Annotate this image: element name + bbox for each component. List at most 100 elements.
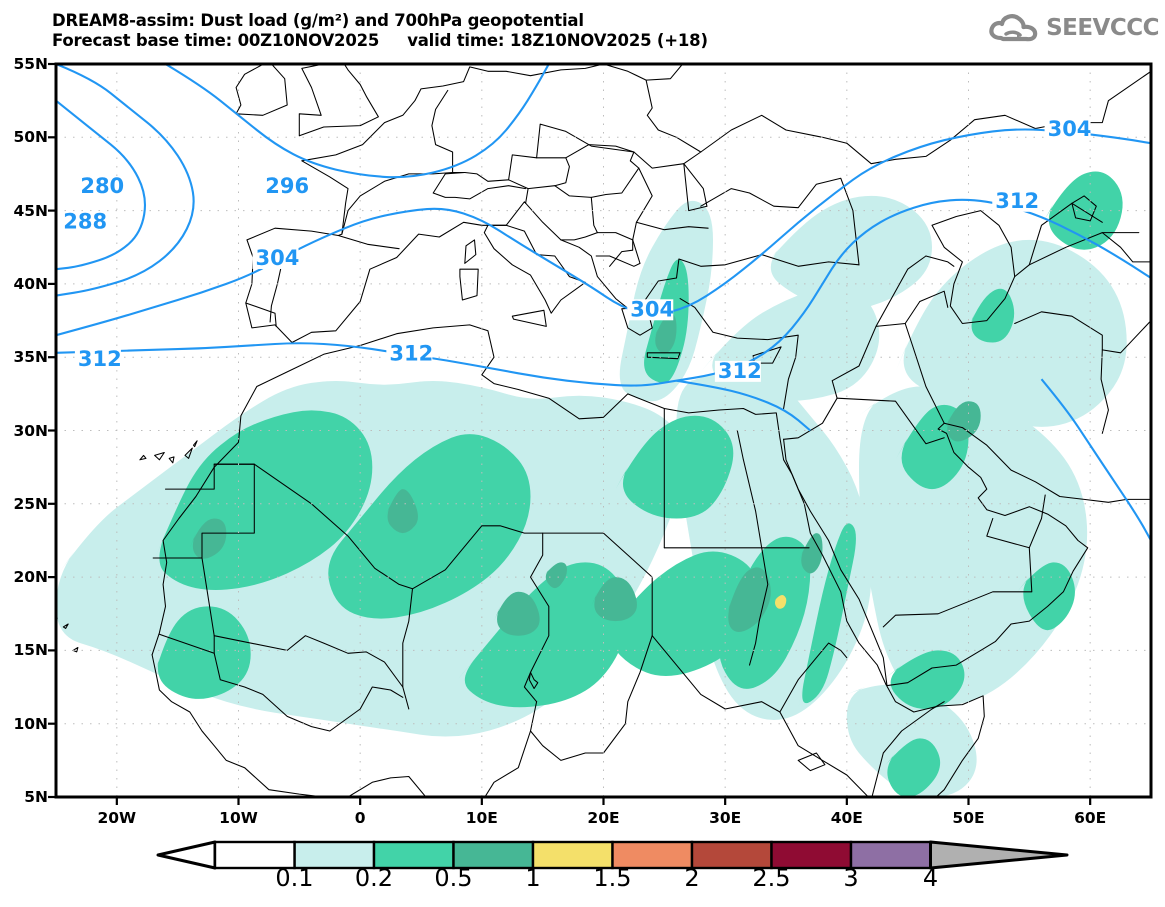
colorbar-segment[interactable] bbox=[452, 840, 535, 870]
coastline-path bbox=[72, 646, 79, 653]
y-axis-tick-label: 50N bbox=[13, 128, 48, 147]
y-axis-tick-label: 30N bbox=[13, 421, 48, 440]
coastline-path bbox=[565, 144, 635, 159]
geopotential-contour-line bbox=[1040, 378, 1151, 542]
contour-label-background bbox=[60, 211, 107, 233]
colorbar-tick-label: 0.1 bbox=[275, 864, 314, 892]
logo-text: SEEVCCC bbox=[1046, 15, 1159, 41]
coastline-path bbox=[1028, 494, 1046, 549]
x-axis-tick-label: 0 bbox=[354, 809, 366, 827]
dust-contour-level-2 bbox=[542, 562, 567, 589]
colorbar-tick-label: 0.5 bbox=[434, 864, 473, 892]
coastline-path bbox=[846, 70, 1151, 165]
dust-contour-level-1 bbox=[323, 434, 531, 619]
coastline-path bbox=[1071, 195, 1097, 222]
geopotential-contour-line bbox=[56, 198, 1151, 387]
colorbar-svg[interactable] bbox=[0, 836, 1165, 881]
coastline-path bbox=[700, 177, 860, 266]
colorbar-segment[interactable] bbox=[611, 840, 694, 870]
coastline-path bbox=[464, 239, 477, 264]
dust-contour-level-2 bbox=[494, 591, 540, 636]
coastline-path bbox=[432, 171, 527, 200]
dust-contour-level-1 bbox=[457, 562, 628, 708]
dust-contour-level-1 bbox=[615, 415, 734, 519]
geopotential-contour-line bbox=[676, 379, 811, 432]
coastline-path bbox=[1014, 232, 1140, 278]
colorbar[interactable]: 0.1 0.2 0.5 1 1.5 2 2.5 3 4 bbox=[0, 836, 1165, 907]
dust-contour-level-2 bbox=[944, 401, 981, 442]
coastline-path bbox=[1014, 311, 1103, 351]
contour-label: 304 bbox=[630, 297, 674, 321]
coastline-path bbox=[645, 79, 702, 153]
coastline-path bbox=[483, 224, 586, 314]
dust-contour-level-2 bbox=[652, 313, 677, 354]
coastline-path bbox=[245, 201, 860, 344]
seevccc-logo: SEEVCCC bbox=[988, 12, 1159, 44]
coastline-path bbox=[213, 463, 414, 590]
coastline-path bbox=[783, 300, 921, 440]
dust-contour-level-0 bbox=[761, 195, 932, 310]
geopotential-contour-line bbox=[164, 64, 550, 179]
y-axis-tick-label: 5N bbox=[24, 788, 48, 806]
contour-label-background bbox=[262, 176, 309, 198]
coastline-path bbox=[875, 255, 927, 327]
coastline-path bbox=[925, 255, 955, 267]
contour-label-background bbox=[77, 176, 124, 198]
coastline-path bbox=[646, 352, 681, 360]
coastline-path bbox=[683, 163, 708, 212]
colorbar-tick-label: 2.5 bbox=[752, 864, 791, 892]
dust-contour-level-1 bbox=[1041, 171, 1123, 250]
dust-contour-level-2 bbox=[725, 567, 771, 633]
axis-ticks bbox=[48, 62, 1092, 805]
dust-contour-level-1 bbox=[883, 650, 965, 709]
coastline-path bbox=[484, 730, 532, 797]
dust-contour-level-2 bbox=[591, 577, 637, 622]
x-axis-tick-label: 20W bbox=[97, 809, 137, 827]
coastline-path bbox=[402, 588, 414, 710]
coastline-path bbox=[635, 221, 709, 231]
forecast-base-time: Forecast base time: 00Z10NOV2025 bbox=[52, 31, 380, 50]
coastline-path bbox=[62, 623, 69, 629]
coastline-path bbox=[511, 309, 547, 327]
coastline-path bbox=[943, 422, 1151, 503]
title-block: DREAM8-assim: Dust load (g/m²) and 700hP… bbox=[52, 11, 708, 51]
dust-contour-level-1 bbox=[883, 738, 941, 797]
coastline-path bbox=[651, 635, 781, 713]
dust-contour-level-2 bbox=[384, 489, 418, 534]
geopotential-contour-line bbox=[56, 99, 147, 271]
x-axis-tick-label: 20E bbox=[587, 809, 620, 827]
colorbar-segment[interactable] bbox=[770, 840, 853, 870]
dust-contour-level-1 bbox=[1017, 562, 1075, 631]
coastline-path bbox=[508, 154, 570, 190]
contour-label: 312 bbox=[389, 341, 433, 365]
y-axis-tick-label: 35N bbox=[13, 348, 48, 367]
contour-label-background bbox=[252, 247, 299, 269]
geopotential-labels: 280 288 296 304 304 304 312 312 312 312 bbox=[60, 117, 1091, 383]
coastline-path bbox=[139, 454, 147, 461]
coastline-path bbox=[298, 64, 379, 137]
coastline-path bbox=[590, 196, 598, 234]
geopotential-contour-line bbox=[56, 64, 195, 297]
x-axis-tick-label: 10W bbox=[219, 809, 258, 827]
y-axis-tick-label: 10N bbox=[13, 714, 48, 733]
coastline-path bbox=[1101, 232, 1151, 263]
coastline-path bbox=[1028, 202, 1103, 266]
coastline-path bbox=[871, 701, 945, 797]
coastline-path bbox=[184, 447, 193, 459]
coastline-path bbox=[192, 440, 198, 448]
map-svg[interactable]: 280 288 296 304 304 304 312 312 312 312 bbox=[0, 0, 1165, 830]
coastline-path bbox=[431, 89, 454, 174]
contour-label: 288 bbox=[63, 209, 107, 233]
coastline-path bbox=[783, 438, 888, 687]
header: DREAM8-assim: Dust load (g/m²) and 700hP… bbox=[0, 0, 1165, 60]
x-axis-tick-label: 60E bbox=[1074, 809, 1107, 827]
coastline-path bbox=[904, 322, 945, 424]
coastline-path bbox=[245, 302, 277, 327]
coastline-path bbox=[609, 239, 634, 267]
coastline-path bbox=[882, 517, 1033, 628]
x-axis-tick-label: 10E bbox=[465, 809, 498, 827]
contour-label: 304 bbox=[1048, 117, 1092, 141]
coastline-path bbox=[213, 652, 404, 732]
colorbar-segment[interactable] bbox=[690, 840, 773, 870]
colorbar-segment[interactable] bbox=[213, 840, 296, 870]
